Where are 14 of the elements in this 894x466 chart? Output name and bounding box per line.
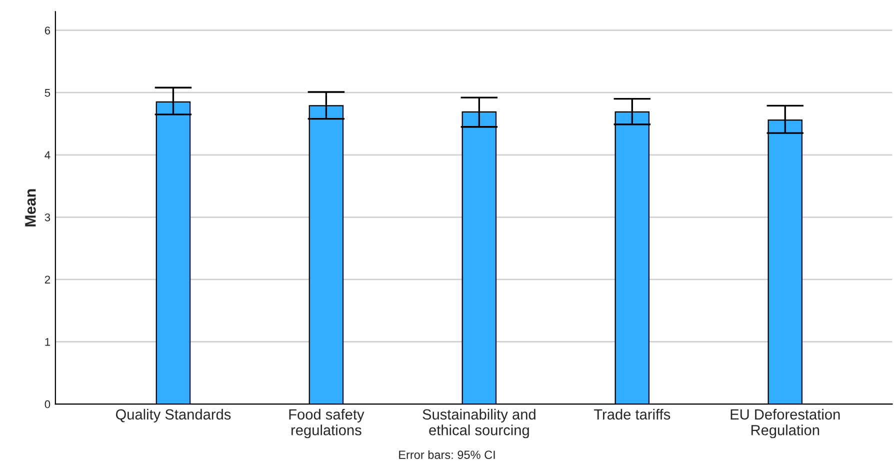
x-tick-label: Quality Standards bbox=[116, 408, 231, 422]
y-axis-title: Mean bbox=[25, 189, 36, 226]
y-tick-label: 5 bbox=[44, 89, 50, 97]
x-tick-label: EU Deforestation Regulation bbox=[730, 408, 840, 438]
x-tick-label: Sustainability and ethical sourcing bbox=[422, 408, 536, 438]
y-tick-label: 4 bbox=[44, 151, 50, 159]
x-tick-label: Trade tariffs bbox=[594, 408, 670, 420]
y-tick-label: 1 bbox=[45, 338, 50, 346]
y-tick-label: 0 bbox=[44, 400, 50, 408]
x-tick-label: Food safety regulations bbox=[289, 408, 364, 438]
y-tick-label: 3 bbox=[44, 213, 50, 222]
text: Error bars: 95% CI bbox=[399, 450, 495, 460]
y-tick-label: 6 bbox=[44, 26, 50, 34]
y-tick-label: 2 bbox=[44, 276, 50, 284]
